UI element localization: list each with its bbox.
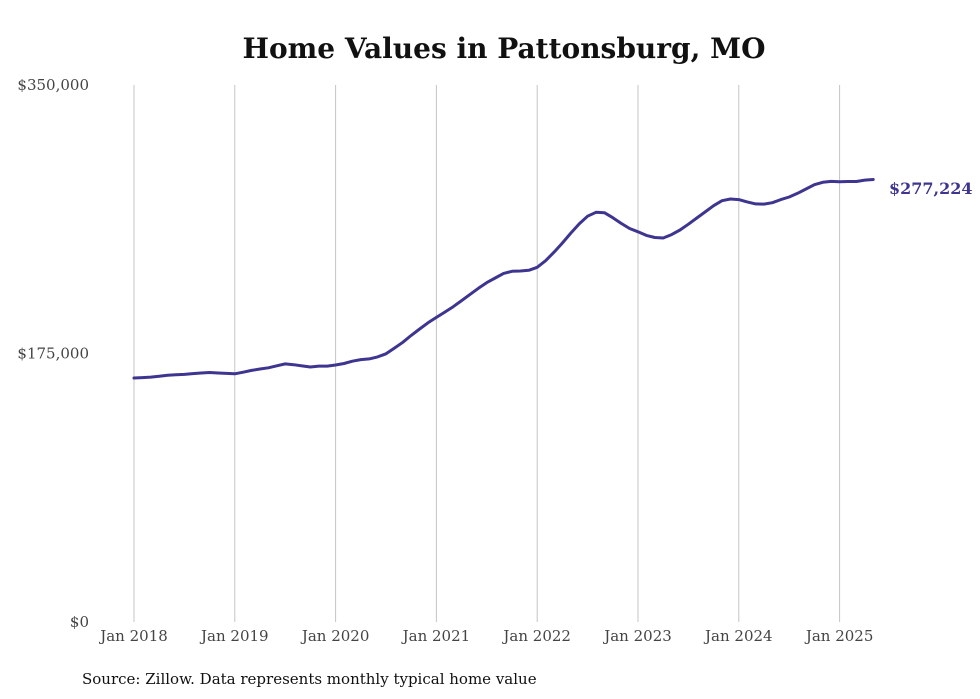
gridlines	[133, 85, 841, 622]
x-tick-label: Jan 2019	[199, 627, 269, 645]
x-tick-label: Jan 2023	[602, 627, 672, 645]
y-tick-label: $0	[70, 613, 89, 631]
x-tick-label: Jan 2022	[501, 627, 571, 645]
y-axis: $0 $175,000 $350,000	[17, 76, 89, 631]
x-tick-label: Jan 2020	[300, 627, 370, 645]
x-axis: Jan 2018 Jan 2019 Jan 2020 Jan 2021 Jan 2022…	[98, 627, 873, 645]
y-tick-label: $350,000	[17, 76, 89, 94]
x-tick-label: Jan 2024	[703, 627, 773, 645]
end-value-label: $277,224	[889, 179, 973, 198]
series-line-home-value	[132, 178, 875, 380]
x-tick-label: Jan 2021	[401, 627, 471, 645]
x-tick-label: Jan 2018	[98, 627, 168, 645]
x-tick-label: Jan 2025	[804, 627, 874, 645]
chart-source-note: Source: Zillow. Data represents monthly …	[82, 670, 537, 688]
y-tick-label: $175,000	[17, 345, 89, 363]
chart-title: Home Values in Pattonsburg, MO	[243, 32, 766, 65]
